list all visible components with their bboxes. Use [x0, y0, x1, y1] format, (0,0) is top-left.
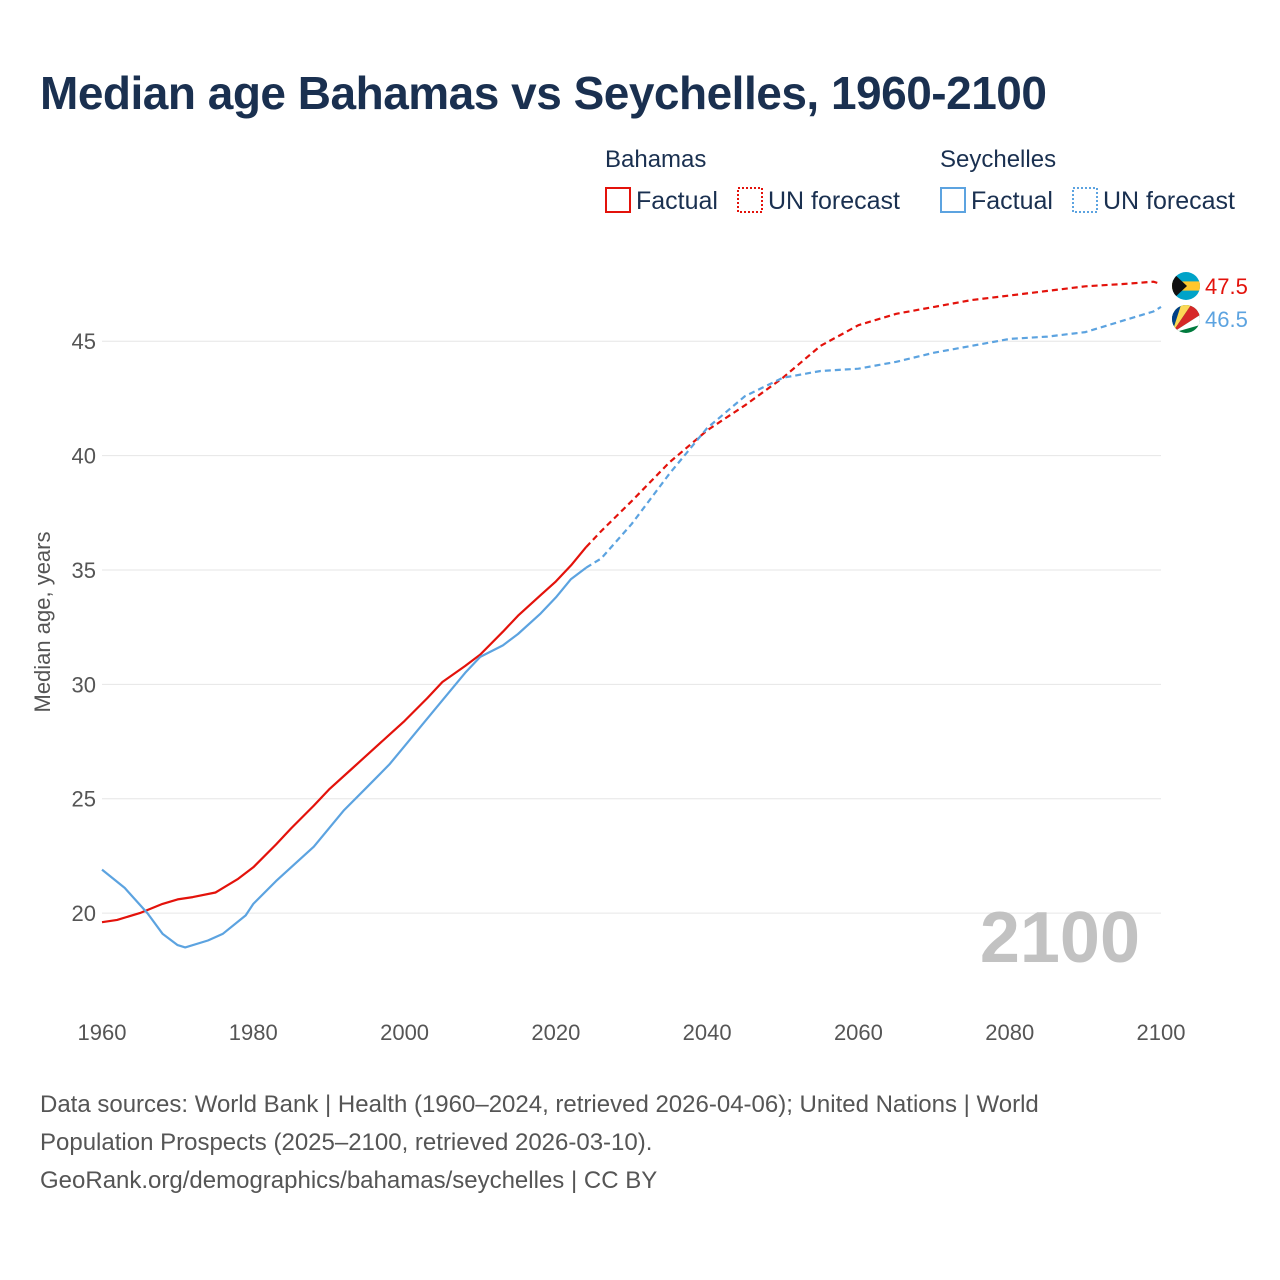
x-tick-label-1960: 1960 — [78, 1020, 127, 1045]
seychelles-end-label: 46.5 — [1205, 307, 1248, 332]
y-tick-label-30: 30 — [72, 672, 96, 697]
legend-bahamas-factual-label: Factual — [636, 187, 718, 215]
x-tick-label-1980: 1980 — [229, 1020, 278, 1045]
series-lines — [101, 280, 1162, 949]
footer-sources-line-1: Data sources: World Bank | Health (1960–… — [40, 1091, 1039, 1118]
legend-seychelles-factual-label: Factual — [971, 187, 1053, 215]
seychelles-forecast-line — [585, 305, 1162, 569]
bahamas-flag-icon — [1172, 272, 1200, 300]
legend-bahamas-forecast-label: UN forecast — [768, 187, 900, 215]
current-year-label: 2100 — [980, 898, 1140, 978]
legend-bahamas-factual-swatch — [605, 187, 631, 213]
legend: Bahamas Factual UN forecast Seychelles Factu… — [605, 146, 1235, 215]
y-tick-label-20: 20 — [72, 901, 96, 926]
x-tick-label-2020: 2020 — [531, 1020, 580, 1045]
seychelles-flag-icon — [1172, 305, 1200, 333]
bahamas-end-label: 47.5 — [1205, 274, 1248, 299]
legend-seychelles-forecast-label: UN forecast — [1103, 187, 1235, 215]
end-labels: 47.5 46.5 — [1172, 272, 1248, 333]
legend-seychelles-factual-swatch — [940, 187, 966, 213]
legend-bahamas-forecast-swatch — [737, 187, 763, 213]
x-tick-label-2040: 2040 — [683, 1020, 732, 1045]
bahamas-factual-line — [101, 546, 587, 924]
y-tick-label-25: 25 — [72, 787, 96, 812]
legend-seychelles-forecast-swatch — [1072, 187, 1098, 213]
x-tick-label-2060: 2060 — [834, 1020, 883, 1045]
y-axis-title: Median age, years — [30, 532, 55, 713]
legend-group-bahamas: Bahamas — [605, 146, 706, 173]
gridlines — [102, 340, 1161, 914]
y-tick-label-35: 35 — [72, 558, 96, 583]
chart-title: Median age Bahamas vs Seychelles, 1960-2… — [40, 67, 1047, 119]
y-tick-label-45: 45 — [72, 329, 96, 354]
bahamas-forecast-line — [585, 280, 1162, 548]
footer-sources-line-2: Population Prospects (2025–2100, retriev… — [40, 1129, 653, 1156]
y-axis-ticks: 20 25 30 35 40 45 — [72, 329, 96, 926]
x-tick-label-2000: 2000 — [380, 1020, 429, 1045]
x-tick-label-2080: 2080 — [985, 1020, 1034, 1045]
x-tick-label-2100: 2100 — [1137, 1020, 1186, 1045]
x-axis-ticks: 1960 1980 2000 2020 2040 2060 2080 2100 — [78, 1020, 1186, 1045]
footer-credit: GeoRank.org/demographics/bahamas/seychel… — [40, 1167, 658, 1194]
footer: Data sources: World Bank | Health (1960–… — [40, 1086, 1240, 1200]
seychelles-factual-line — [101, 566, 587, 949]
legend-group-seychelles: Seychelles — [940, 146, 1056, 173]
y-tick-label-40: 40 — [72, 444, 96, 469]
